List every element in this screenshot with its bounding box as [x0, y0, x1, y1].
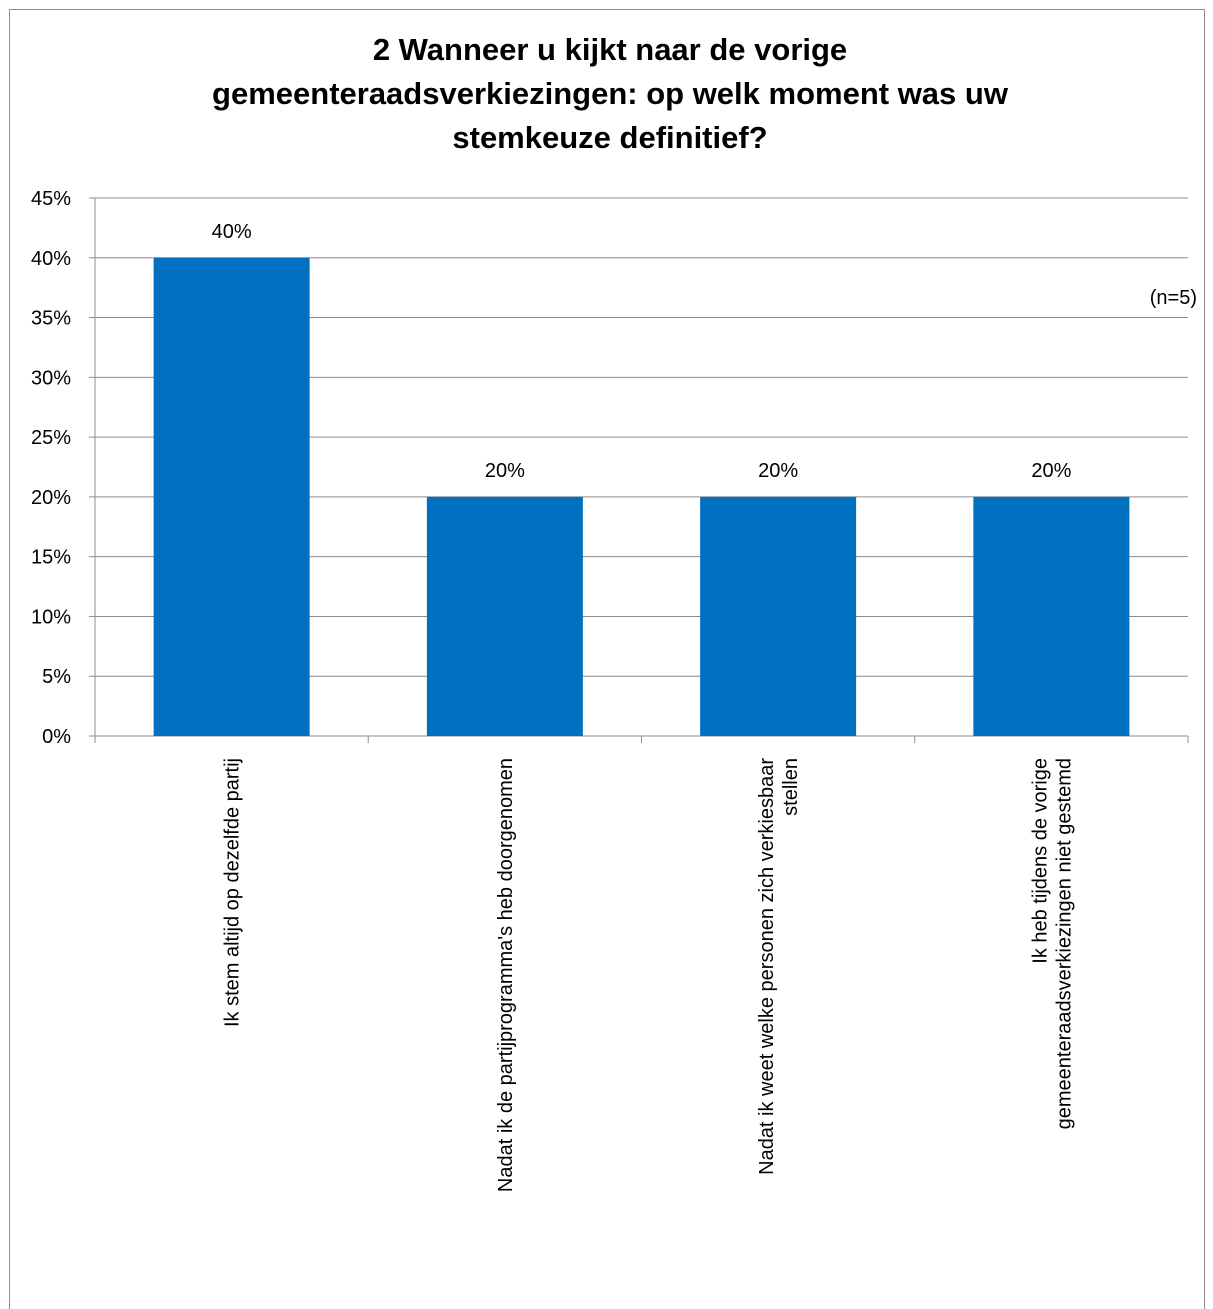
y-tick-label: 45%	[31, 188, 71, 210]
bar	[153, 257, 310, 736]
y-tick-label: 5%	[42, 666, 71, 688]
data-label: 20%	[1031, 460, 1071, 482]
y-tick-label: 40%	[31, 248, 71, 270]
bar	[973, 496, 1130, 736]
data-label: 40%	[212, 221, 252, 243]
category-label: Ik heb tijdens de vorige	[1029, 758, 1051, 964]
data-label: 20%	[758, 460, 798, 482]
y-tick-label: 15%	[31, 547, 71, 569]
data-label: 20%	[485, 460, 525, 482]
category-label: stellen	[780, 758, 802, 816]
y-tick-label: 20%	[31, 487, 71, 509]
y-tick-label: 35%	[31, 308, 71, 330]
title-line-1: 2 Wanneer u kijkt naar de vorige	[372, 32, 848, 67]
y-tick-label: 25%	[31, 427, 71, 449]
category-label: Ik stem altijd op dezelfde partij	[222, 758, 244, 1027]
category-label: Nadat ik weet welke personen zich verkie…	[756, 758, 778, 1175]
chart-title: 2 Wanneer u kijkt naar de vorige gemeent…	[150, 28, 1070, 160]
bar	[700, 496, 857, 736]
category-label: gemeenteraadsverkiezingen niet gestemd	[1053, 758, 1075, 1129]
bar	[426, 496, 583, 736]
title-line-3: stemkeuze definitief?	[452, 120, 768, 155]
title-line-2: gemeenteraadsverkiezingen: op welk momen…	[212, 76, 1008, 111]
sample-size-note: (n=5)	[1149, 287, 1197, 309]
y-tick-label: 0%	[42, 726, 71, 748]
y-tick-label: 30%	[31, 367, 71, 389]
category-label: Nadat ik de partijprogramma's heb doorge…	[495, 758, 517, 1192]
y-tick-label: 10%	[31, 606, 71, 628]
chart-frame	[9, 9, 1205, 1309]
